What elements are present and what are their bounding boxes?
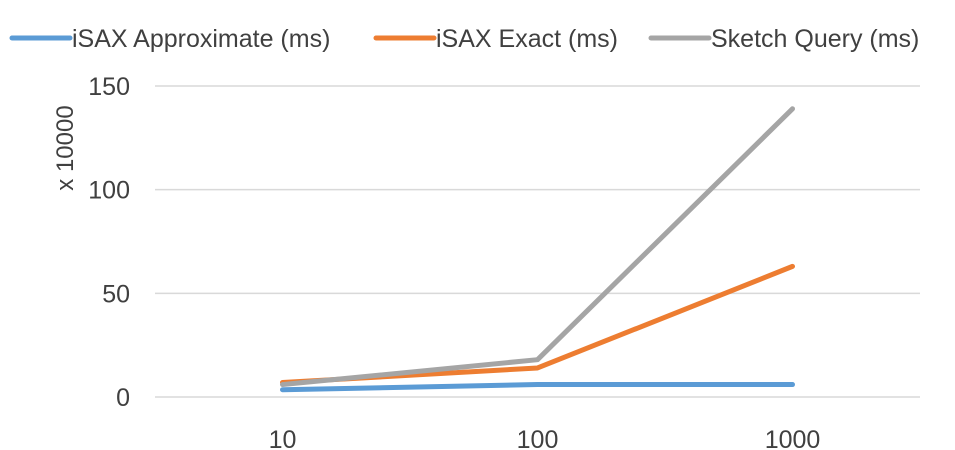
x-axis-ticks: 10 100 1000 xyxy=(269,426,821,450)
series-lines xyxy=(280,106,795,393)
x-tick-label: 1000 xyxy=(765,426,821,450)
series-line-1 xyxy=(280,263,795,385)
x-tick-label: 100 xyxy=(517,426,559,450)
y-tick-label: 50 xyxy=(102,280,130,308)
gridlines xyxy=(155,85,920,398)
series-line-2 xyxy=(280,106,795,388)
legend: iSAX Approximate (ms) iSAX Exact (ms) Sket… xyxy=(9,25,919,53)
legend-label-1: iSAX Exact (ms) xyxy=(436,25,618,53)
legend-label-2: Sketch Query (ms) xyxy=(711,25,919,53)
x-tick-label: 10 xyxy=(269,426,297,450)
y-tick-label: 150 xyxy=(88,73,130,101)
y-axis-ticks: 0 50 100 150 xyxy=(88,73,130,412)
y-axis-title: x 10000 xyxy=(52,105,79,190)
y-tick-label: 100 xyxy=(88,177,130,205)
y-tick-label: 0 xyxy=(116,384,130,412)
series-line-0 xyxy=(280,382,795,393)
legend-label-0: iSAX Approximate (ms) xyxy=(72,25,330,53)
